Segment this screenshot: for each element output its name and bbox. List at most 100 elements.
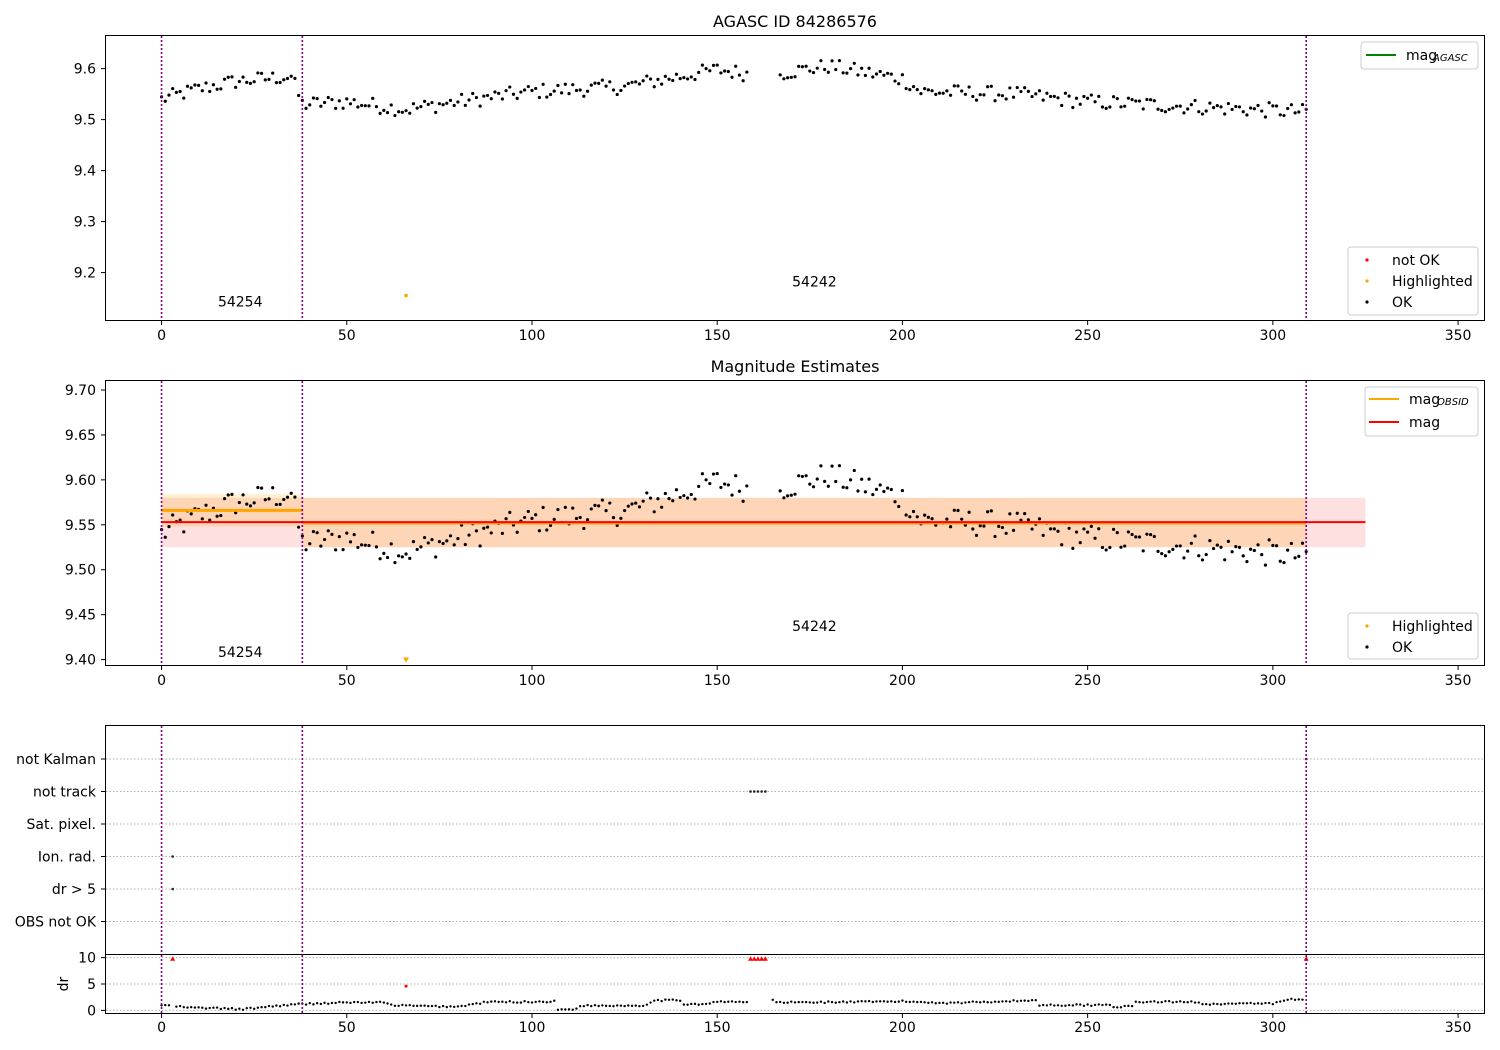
data-point-ok bbox=[630, 80, 634, 84]
data-point-ok bbox=[863, 490, 867, 494]
data-point-ok bbox=[556, 507, 560, 512]
panel-title: AGASC ID 84286576 bbox=[713, 12, 877, 31]
dr-point bbox=[201, 1006, 204, 1009]
data-point-ok bbox=[463, 542, 467, 547]
data-point-ok bbox=[1097, 94, 1101, 98]
dr-point bbox=[1145, 1000, 1149, 1004]
data-point-ok bbox=[626, 81, 630, 86]
data-point-ok bbox=[737, 73, 742, 77]
data-point-ok bbox=[278, 80, 282, 85]
dr-point bbox=[1153, 1000, 1156, 1003]
data-point-ok bbox=[1019, 518, 1023, 522]
data-point-ok bbox=[467, 533, 471, 537]
dr-point bbox=[567, 1008, 571, 1011]
x-tick-label: 150 bbox=[704, 673, 731, 689]
data-point-ok bbox=[1048, 527, 1053, 531]
data-point-ok bbox=[886, 486, 890, 490]
data-point-ok bbox=[723, 69, 727, 73]
dr-point bbox=[1104, 1003, 1108, 1006]
dr-point bbox=[478, 1002, 482, 1005]
data-point-ok bbox=[1300, 541, 1305, 545]
data-point-ok bbox=[745, 484, 749, 488]
dr-point bbox=[697, 1003, 700, 1006]
data-point-ok bbox=[1249, 547, 1253, 551]
data-point-ok bbox=[704, 67, 708, 71]
data-point-ok bbox=[1149, 98, 1153, 102]
dr-point bbox=[960, 1002, 963, 1005]
data-point-ok bbox=[1100, 105, 1105, 109]
x-tick-label: 0 bbox=[157, 1020, 166, 1036]
dr-point bbox=[560, 1008, 563, 1011]
dr-point bbox=[819, 1000, 823, 1003]
y-tick-label: 9.6 bbox=[74, 62, 96, 78]
data-point-ok bbox=[1048, 94, 1053, 99]
dr-point bbox=[1004, 1000, 1008, 1003]
data-point-ok bbox=[389, 103, 393, 107]
data-point-ok bbox=[297, 93, 301, 98]
legend-label-subscript: OBSID bbox=[1437, 397, 1469, 408]
data-point-ok bbox=[434, 110, 438, 114]
dr-point bbox=[1149, 1000, 1152, 1003]
dr-point bbox=[1242, 1002, 1245, 1005]
data-point-ok bbox=[952, 508, 956, 512]
data-point-ok bbox=[1167, 550, 1171, 554]
data-point-ok bbox=[411, 540, 416, 544]
dr-capped-point bbox=[755, 956, 761, 961]
data-point-ok bbox=[471, 91, 475, 96]
data-point-ok bbox=[330, 97, 334, 102]
data-point-ok bbox=[1252, 107, 1256, 111]
data-point-ok bbox=[937, 91, 942, 95]
data-point-ok bbox=[378, 557, 382, 561]
dr-point bbox=[578, 1005, 582, 1008]
dr-point bbox=[430, 1004, 434, 1008]
dr-point bbox=[238, 1007, 241, 1010]
data-point-ok bbox=[508, 510, 512, 514]
data-point-ok bbox=[989, 84, 993, 88]
data-point-ok bbox=[682, 494, 686, 498]
data-point-ok bbox=[1230, 550, 1234, 554]
data-point-ok bbox=[393, 113, 397, 118]
dr-point bbox=[656, 998, 660, 1002]
data-point-ok bbox=[337, 99, 341, 103]
dr-point bbox=[245, 1006, 248, 1010]
data-point-ok bbox=[482, 94, 486, 98]
data-point-ok bbox=[1123, 104, 1127, 108]
data-point-ok bbox=[1178, 544, 1182, 548]
data-point-ok bbox=[1300, 102, 1305, 107]
x-tick-label: 350 bbox=[1445, 673, 1472, 689]
dr-point bbox=[886, 1000, 889, 1003]
data-point-ok bbox=[582, 526, 586, 531]
dr-point bbox=[175, 1005, 178, 1008]
y-tick-label: 9.70 bbox=[65, 383, 96, 399]
dr-point bbox=[930, 1001, 934, 1004]
dr-point bbox=[404, 1004, 408, 1007]
data-point-ok bbox=[900, 488, 905, 493]
data-point-ok bbox=[1289, 541, 1293, 546]
data-point-ok bbox=[441, 541, 445, 546]
dr-point bbox=[971, 1000, 975, 1003]
legend-label: mag bbox=[1409, 392, 1440, 408]
data-point-ok bbox=[489, 97, 493, 101]
dr-point bbox=[230, 1006, 234, 1010]
data-point-ok bbox=[889, 72, 893, 76]
dr-point bbox=[1156, 1001, 1160, 1004]
data-point-ok bbox=[1141, 107, 1145, 111]
data-point-ok bbox=[697, 484, 701, 489]
data-point-ok bbox=[341, 548, 345, 552]
data-point-ok bbox=[1026, 518, 1030, 522]
y-tick-label: 5 bbox=[87, 977, 96, 993]
dr-point bbox=[527, 1000, 530, 1004]
dr-point bbox=[1079, 1003, 1082, 1006]
data-point-ok bbox=[1074, 96, 1079, 100]
data-point-ok bbox=[1097, 527, 1101, 531]
data-point-ok bbox=[867, 477, 871, 481]
data-point-ok bbox=[1167, 107, 1171, 112]
dr-point bbox=[401, 1003, 404, 1007]
data-point-ok bbox=[1111, 527, 1116, 531]
dr-point bbox=[1030, 998, 1034, 1002]
data-point-ok bbox=[919, 92, 923, 96]
dr-point bbox=[186, 1006, 189, 1009]
data-point-ok bbox=[426, 541, 430, 545]
data-point-ok bbox=[215, 514, 219, 518]
data-point-ok bbox=[448, 534, 453, 538]
